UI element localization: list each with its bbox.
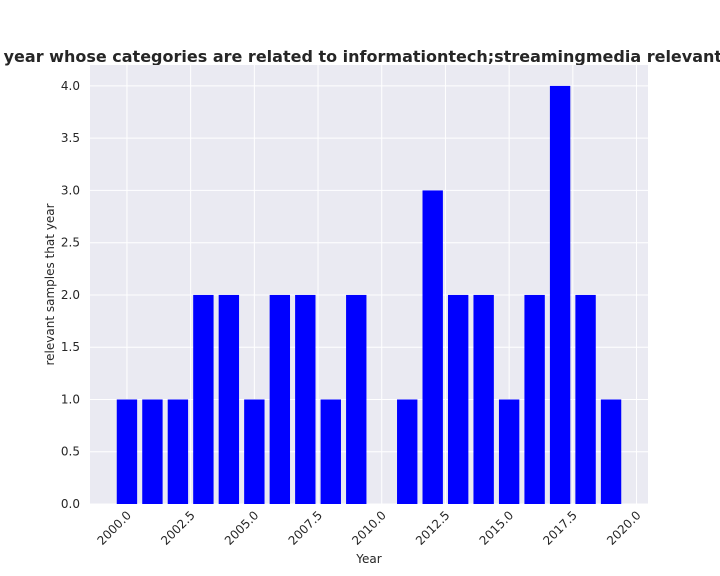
bar-2009	[346, 294, 367, 504]
y-tick-label: 1.0	[61, 392, 80, 406]
y-tick-label: 0.0	[61, 497, 80, 511]
bar-2017	[549, 85, 571, 505]
bar-2011	[397, 399, 418, 504]
bar-2015	[498, 399, 520, 504]
y-tick-label: 2.5	[61, 236, 80, 250]
bar-2003	[193, 294, 214, 504]
bar-2008	[320, 399, 341, 504]
x-tick-label: 2017.5	[540, 508, 580, 548]
x-tick-label: 2012.5	[413, 508, 453, 548]
bar-2001	[142, 399, 163, 504]
x-tick-label: 2002.5	[158, 508, 198, 548]
x-tick-label: 2015.0	[477, 508, 517, 548]
x-tick-label: 2000.0	[94, 508, 134, 548]
y-tick-label: 3.5	[61, 131, 80, 145]
chart-title: Number of relevant samples by the year w…	[0, 47, 720, 66]
x-tick-label: 2007.5	[286, 508, 326, 548]
y-tick-label: 4.0	[61, 79, 80, 93]
bar-2002	[167, 399, 189, 504]
bar-2012	[422, 190, 443, 504]
bar-2007	[295, 294, 316, 504]
y-tick-label: 2.0	[61, 288, 80, 302]
bar-2005	[244, 399, 265, 504]
y-axis-ticks: 0.0 0.5 1.0 1.5 2.0 2.5 3.0 3.5 4.0	[61, 79, 80, 511]
bar-2000	[116, 399, 138, 504]
y-axis-label: relevant samples that year	[43, 203, 57, 365]
y-tick-label: 0.5	[61, 445, 80, 459]
y-tick-label: 3.0	[61, 183, 80, 197]
bar-2006	[269, 294, 291, 504]
x-axis-ticks: 2000.0 2002.5 2005.0 2007.5 2010.0 2012.5 2015…	[94, 508, 643, 548]
y-tick-label: 1.5	[61, 340, 80, 354]
bar-2004	[218, 294, 240, 504]
bar-2018	[575, 294, 596, 504]
bar-2016	[524, 294, 545, 504]
x-tick-label: 2010.0	[349, 508, 389, 548]
bar-2019	[600, 399, 622, 504]
x-tick-label: 2005.0	[222, 508, 262, 548]
bars	[116, 85, 622, 505]
bar-2014	[473, 294, 494, 504]
x-tick-label: 2020.0	[604, 508, 644, 548]
bar-2013	[447, 294, 469, 504]
x-axis-label: Year	[355, 552, 381, 566]
